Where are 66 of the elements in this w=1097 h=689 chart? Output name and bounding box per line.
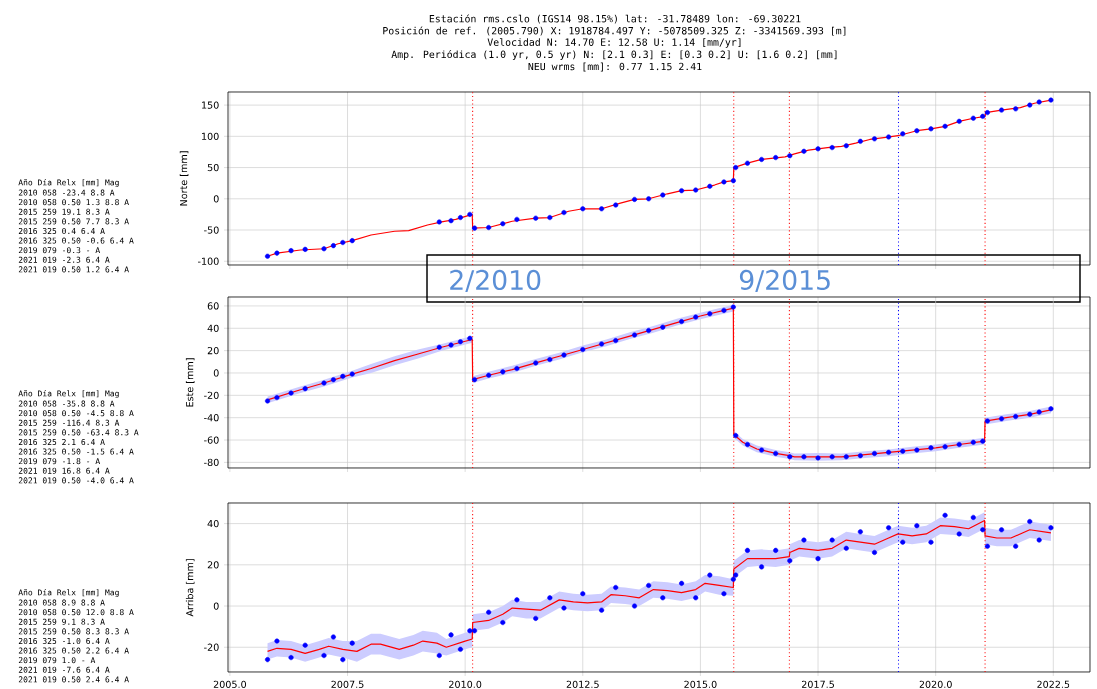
- text: 2015 259 0.50 7.7 8.3 A: [18, 218, 129, 225]
- text: 2021 019 0.50 -4.0 6.4 A: [18, 477, 134, 484]
- text: 2015 259 19.1 8.3 A: [18, 208, 110, 215]
- y-tick-label: -100: [197, 257, 219, 265]
- text: 2019 079 1.0 - A: [18, 657, 96, 664]
- y-tick-label: -50: [204, 226, 219, 234]
- y-tick-label: 20: [207, 561, 219, 569]
- text: 2015 259 0.50 -63.4 8.3 A: [18, 429, 139, 436]
- y-tick-label: 150: [202, 101, 219, 109]
- text: Año Día Relx [mm] Mag: [18, 389, 119, 399]
- y-tick-label: 0: [213, 602, 219, 610]
- chart-subtitle: Posición de ref. (2005.790) X: 1918784.497 Y: -5078509.325 Z: -3341569.393 [m]: [383, 26, 846, 36]
- x-tick-label: 2010.0: [449, 680, 482, 688]
- text: 2010 058 0.50 12.0 8.8 A: [18, 609, 134, 616]
- text: 2016 325 0.50 -1.5 6.4 A: [18, 448, 134, 455]
- y-tick-label: 0: [213, 195, 219, 203]
- x-tick-label: 2007.5: [331, 680, 364, 688]
- text: 2019 079 -0.3 - A: [18, 247, 101, 254]
- y-tick-label: 0: [213, 369, 219, 377]
- text: 2010 058 -23.4 8.8 A: [18, 189, 115, 196]
- text: Velocidad N: 14.70 E: 12.58 U: 1.14 [mm/yr]: [487, 38, 741, 48]
- x-tick-label: 2022.5: [1037, 680, 1070, 688]
- text: 2/2010: [450, 269, 541, 293]
- text: 9/2015: [739, 269, 830, 293]
- x-tick-label: 2005.0: [213, 680, 247, 688]
- text: Amp. Periódica (1.0 yr, 0.5 yr) N: [2.1 0.3] E: [0.3 0.2] U: [1.6 0.2] [mm]: [391, 50, 837, 60]
- y-tick-label: 20: [207, 346, 219, 355]
- text: 2021 019 0.50 2.4 6.4 A: [18, 676, 129, 683]
- text: 2016 325 -1.0 6.4 A: [18, 637, 110, 644]
- y-tick-label: 50: [207, 163, 219, 172]
- y-tick-label: -80: [204, 458, 219, 467]
- text: 2021 019 0.50 1.2 6.4 A: [18, 266, 129, 273]
- y-tick-label: 60: [207, 302, 219, 310]
- x-tick-label: 2020.0: [919, 680, 952, 688]
- chart-title: Estación rms.cslo (IGS14 98.15%) lat: -31.78489 lon: -69.30221: [429, 14, 801, 24]
- y-tick-label: -40: [204, 414, 219, 422]
- text: 2021 019 16.8 6.4 A: [18, 467, 110, 474]
- x-tick-label: 2015.0: [684, 680, 717, 688]
- text: Año Día Relx [mm] Mag: [18, 178, 119, 188]
- text: 2015 259 0.50 8.3 8.3 A: [18, 628, 129, 635]
- text: 2015 259 9.1 8.3 A: [18, 618, 105, 625]
- text: 2021 019 -2.3 6.4 A: [18, 256, 110, 263]
- x-tick-label: 2012.5: [566, 680, 599, 688]
- text: 2016 325 2.1 6.4 A: [18, 438, 105, 445]
- y-tick-label: -60: [204, 436, 219, 444]
- y-axis-title: Arriba [mm]: [185, 559, 195, 617]
- text: 2010 058 8.9 8.8 A: [18, 599, 105, 606]
- y-tick-label: -20: [204, 643, 219, 651]
- text: 2019 079 -1.8 - A: [18, 458, 101, 465]
- text: 2015 259 -116.4 8.3 A: [18, 419, 120, 426]
- y-axis-title: Este [mm]: [185, 358, 195, 407]
- text: 2016 325 0.50 2.2 6.4 A: [18, 647, 129, 654]
- y-axis-title: Norte [mm]: [179, 151, 189, 206]
- y-tick-label: 40: [207, 519, 219, 528]
- y-tick-label: -20: [204, 391, 219, 399]
- text: 2010 058 0.50 -4.5 8.8 A: [18, 410, 134, 417]
- text: 2010 058 -35.8 8.8 A: [18, 400, 115, 407]
- x-tick-label: 2017.5: [801, 680, 834, 688]
- text: 2021 019 -7.6 6.4 A: [18, 666, 110, 673]
- y-tick-label: 100: [202, 132, 219, 140]
- text: 2010 058 0.50 1.3 8.8 A: [18, 199, 129, 206]
- text: 2016 325 0.50 -0.6 6.4 A: [18, 237, 134, 244]
- text: 2016 325 0.4 6.4 A: [18, 227, 105, 235]
- text: Año Día Relx [mm] Mag: [18, 588, 119, 598]
- y-tick-label: 40: [207, 324, 219, 332]
- text: NEU wrms [mm]: 0.77 1.15 2.41: [528, 62, 702, 72]
